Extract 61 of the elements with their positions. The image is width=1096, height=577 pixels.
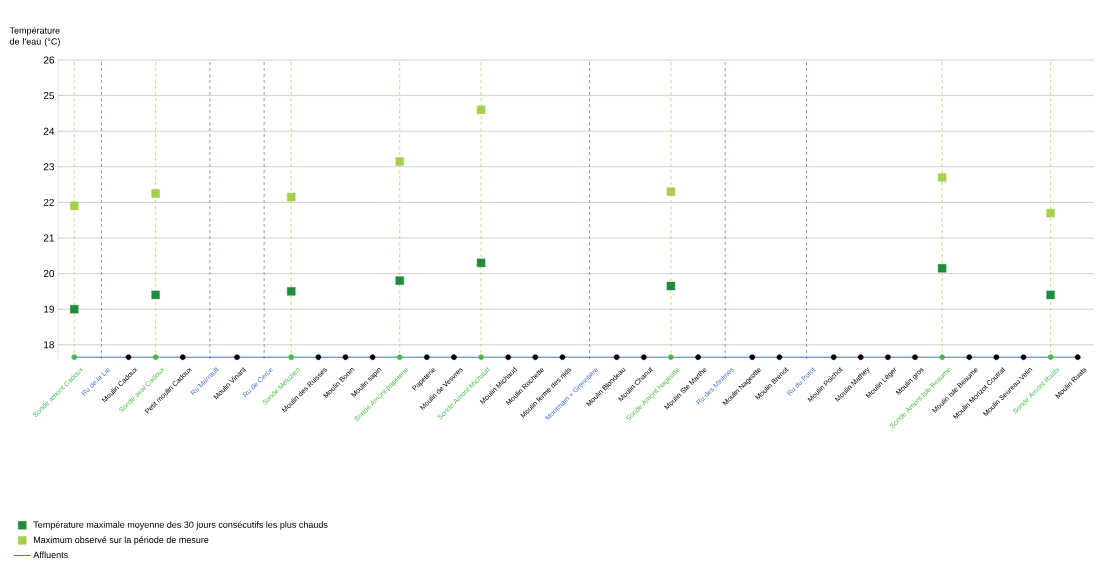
point: [830, 354, 837, 361]
point: [369, 354, 376, 361]
point: [749, 354, 756, 361]
point: [70, 201, 79, 211]
legend-label: Affluents: [33, 551, 68, 559]
point: [993, 354, 1000, 361]
y-tick-label: 25: [43, 92, 55, 100]
point: [125, 354, 132, 361]
point: [666, 281, 676, 291]
point: [395, 276, 404, 285]
point: [505, 354, 512, 361]
point: [395, 157, 404, 166]
point: [151, 290, 160, 300]
point: [939, 354, 945, 361]
y-tick-label: 23: [43, 163, 55, 171]
point: [966, 354, 973, 361]
point: [476, 258, 486, 268]
point: [424, 354, 430, 361]
point: [70, 304, 79, 314]
point: [342, 354, 349, 361]
y-tick-label: 19: [44, 305, 55, 313]
point: [532, 354, 539, 361]
point: [234, 354, 240, 361]
point: [1020, 354, 1027, 361]
legend-label: Maximum observé sur la période de mesure: [34, 536, 209, 545]
point: [695, 354, 701, 361]
y-tick-label: 26: [43, 56, 55, 64]
point: [396, 354, 403, 361]
point: [1046, 290, 1055, 300]
point: [288, 354, 295, 361]
point: [179, 354, 186, 361]
y-tick-label: 24: [43, 127, 55, 135]
point: [641, 354, 647, 361]
point: [937, 264, 947, 273]
y-axis-title: Température de l'eau (°C): [9, 26, 60, 47]
point: [152, 354, 159, 361]
point: [613, 354, 620, 361]
point: [668, 354, 674, 361]
point: [478, 354, 484, 361]
y-tick-label: 22: [43, 198, 54, 206]
legend-label: Température maximale moyenne des 30 jours consécutifs les plus chauds: [33, 521, 328, 530]
point: [1047, 354, 1054, 361]
y-tick-label: 21: [43, 234, 54, 242]
point: [666, 187, 676, 196]
point: [71, 354, 78, 361]
point: [776, 354, 783, 361]
point: [1046, 208, 1055, 218]
point: [1074, 354, 1081, 361]
point: [912, 354, 918, 361]
point: [885, 354, 891, 361]
point: [857, 354, 864, 361]
point: [476, 105, 486, 115]
point: [315, 354, 322, 361]
point: [937, 173, 947, 182]
point: [151, 189, 160, 198]
y-tick-label: 18: [44, 341, 55, 349]
point: [287, 287, 296, 296]
point: [287, 192, 296, 202]
point: [559, 354, 566, 361]
point: [451, 354, 457, 361]
y-tick-label: 20: [43, 270, 55, 278]
